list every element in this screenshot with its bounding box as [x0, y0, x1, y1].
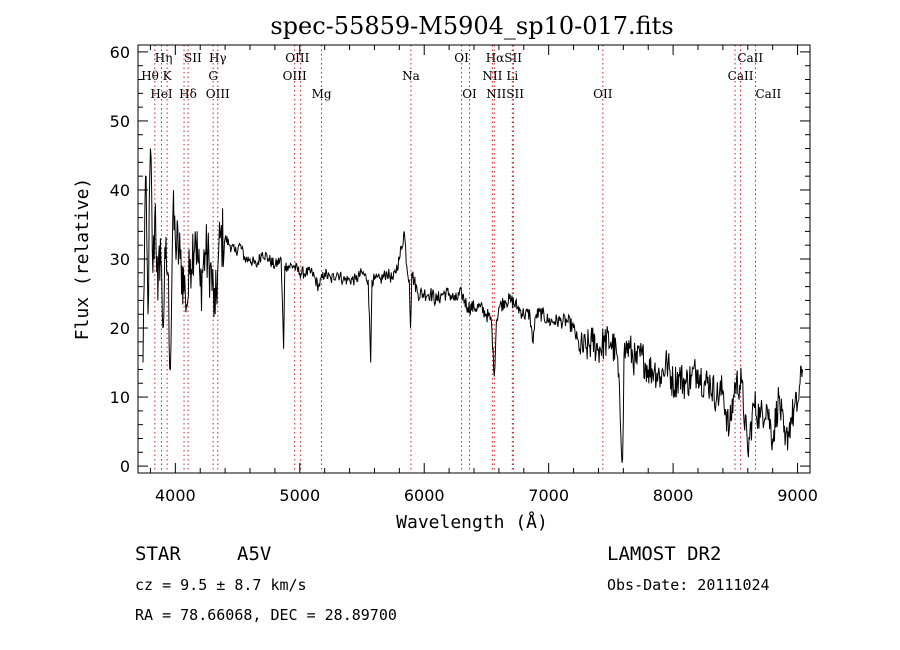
- x-tick-label-6000: 6000: [404, 486, 445, 505]
- line-label-hαsii: HαSII: [486, 51, 523, 65]
- y-tick-label-0: 0: [120, 457, 130, 476]
- line-label-oiii: OIII: [206, 87, 230, 101]
- y-tick-label-30: 30: [110, 250, 130, 269]
- line-label-oi: OI: [462, 87, 477, 101]
- line-label-li: Li: [506, 69, 518, 83]
- line-label-caii: CaII: [728, 69, 754, 83]
- x-tick-label-9000: 9000: [777, 486, 818, 505]
- spectral-line-markers: [154, 45, 756, 473]
- y-axis-label: Flux (relative): [72, 178, 93, 341]
- coordinates: RA = 78.66068, DEC = 28.89700: [135, 606, 397, 624]
- spectrum-series-line: [142, 148, 803, 463]
- object-class: STAR: [135, 543, 181, 565]
- x-tick-label-7000: 7000: [528, 486, 569, 505]
- line-label-niisii: NIISII: [486, 87, 524, 101]
- line-label-hei: HeI: [150, 87, 173, 101]
- y-tick-label-60: 60: [110, 43, 130, 62]
- y-tick-label-50: 50: [110, 112, 130, 131]
- y-axis: 0 10 20 30 40 50 60: [110, 43, 810, 476]
- line-label-k: K: [163, 69, 173, 83]
- x-tick-label-8000: 8000: [653, 486, 694, 505]
- plot-frame: [137, 44, 811, 474]
- obs-date: Obs-Date: 20111024: [607, 576, 770, 594]
- line-label-hδ: Hδ: [179, 87, 197, 101]
- line-label-oiii: OIII: [285, 51, 309, 65]
- spectral-line-labels: Hη SII Hγ OIII OI HαSII CaII Hθ K G OIII Na NII Li CaI…: [141, 51, 781, 101]
- y-tick-label-40: 40: [110, 181, 130, 200]
- x-axis: 4000 5000 6000 7000 8000 9000: [149, 45, 818, 505]
- line-label-oi: OI: [454, 51, 469, 65]
- line-label-oii: OII: [593, 87, 613, 101]
- survey-name: LAMOST DR2: [607, 543, 721, 565]
- line-label-na: Na: [402, 69, 420, 83]
- redshift-cz: cz = 9.5 ± 8.7 km/s: [135, 576, 307, 594]
- line-label-caii: CaII: [755, 87, 781, 101]
- line-label-oiii: OIII: [283, 69, 307, 83]
- y-tick-label-20: 20: [110, 319, 130, 338]
- chart-title: spec-55859-M5904_sp10-017.fits: [270, 12, 673, 40]
- line-label-hγ: Hγ: [209, 51, 227, 65]
- line-label-sii: SII: [184, 51, 202, 65]
- line-label-caii: CaII: [737, 51, 763, 65]
- x-axis-label: Wavelength (Å): [396, 511, 548, 533]
- x-tick-label-5000: 5000: [279, 486, 320, 505]
- line-label-g: G: [208, 69, 218, 83]
- object-subclass: A5V: [237, 543, 271, 565]
- x-tick-label-4000: 4000: [155, 486, 196, 505]
- line-label-hθ: Hθ: [141, 69, 159, 83]
- y-tick-label-10: 10: [110, 388, 130, 407]
- line-label-hη: Hη: [155, 51, 173, 65]
- line-label-mg: Mg: [312, 87, 332, 101]
- line-label-nii: NII: [482, 69, 502, 83]
